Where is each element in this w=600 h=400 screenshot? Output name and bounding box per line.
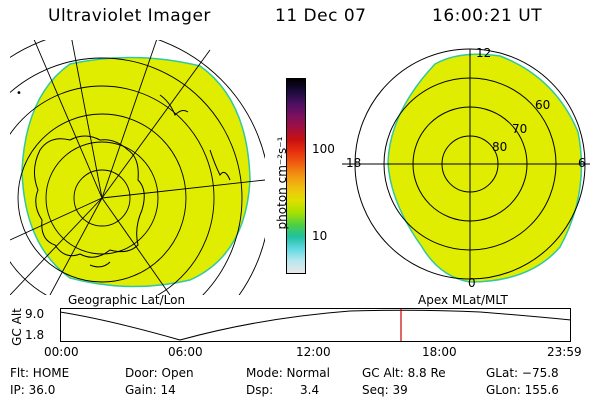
status-mode: Mode: Normal [246, 366, 330, 380]
left-panel-caption: Geographic Lat/Lon [68, 293, 186, 307]
colorbar-tick-100: 100 [312, 142, 335, 156]
aurora-image-left [21, 56, 251, 288]
colorbar-unit-label: photon cm⁻²s⁻¹ [275, 136, 289, 230]
mlt-label-0: 0 [468, 276, 476, 290]
timeline-ymin-label: 1.8 [25, 328, 45, 342]
status-ip: IP: 36.0 [10, 383, 56, 397]
instrument-title: Ultraviolet Imager [48, 6, 211, 26]
colorbar-tick-10: 10 [312, 229, 328, 243]
geographic-map: • [10, 40, 265, 295]
status-dsp-value: 3.4 [300, 383, 320, 397]
timeline-ymax-label: 9.0 [25, 307, 45, 321]
apex-map [342, 48, 590, 283]
status-dsp: Dsp: [246, 383, 274, 397]
mlat-label-60: 60 [535, 98, 551, 112]
status-glon: GLon: 155.6 [486, 383, 559, 397]
status-gain: Gain: 14 [125, 383, 176, 397]
time-label: 16:00:21 UT [432, 6, 543, 26]
altitude-timeline [60, 308, 572, 342]
timeline-tick-0000: 00:00 [44, 345, 79, 359]
status-door: Door: Open [125, 366, 194, 380]
timeline-tick-1800: 18:00 [422, 345, 457, 359]
svg-text:•: • [16, 88, 22, 99]
status-gc-alt: GC Alt: 8.8 Re [362, 366, 446, 380]
colorbar [286, 78, 306, 274]
coastline [34, 135, 145, 258]
status-seq: Seq: 39 [362, 383, 408, 397]
timeline-ylabel: GC Alt [10, 308, 24, 346]
right-panel-caption: Apex MLat/MLT [418, 293, 508, 307]
status-flt: Flt: HOME [10, 366, 70, 380]
mlat-label-80: 80 [492, 140, 508, 154]
altitude-curve [60, 309, 572, 341]
mlt-label-18: 18 [346, 156, 362, 170]
aurora-image-right [387, 53, 583, 283]
mlt-label-12: 12 [476, 46, 492, 60]
timeline-tick-1200: 12:00 [296, 345, 331, 359]
mlat-label-70: 70 [512, 122, 528, 136]
mlt-label-6: 6 [578, 156, 586, 170]
status-glat: GLat: −75.8 [486, 366, 559, 380]
date-label: 11 Dec 07 [275, 6, 367, 26]
timeline-tick-2359: 23:59 [547, 345, 582, 359]
timeline-tick-0600: 06:00 [168, 345, 203, 359]
